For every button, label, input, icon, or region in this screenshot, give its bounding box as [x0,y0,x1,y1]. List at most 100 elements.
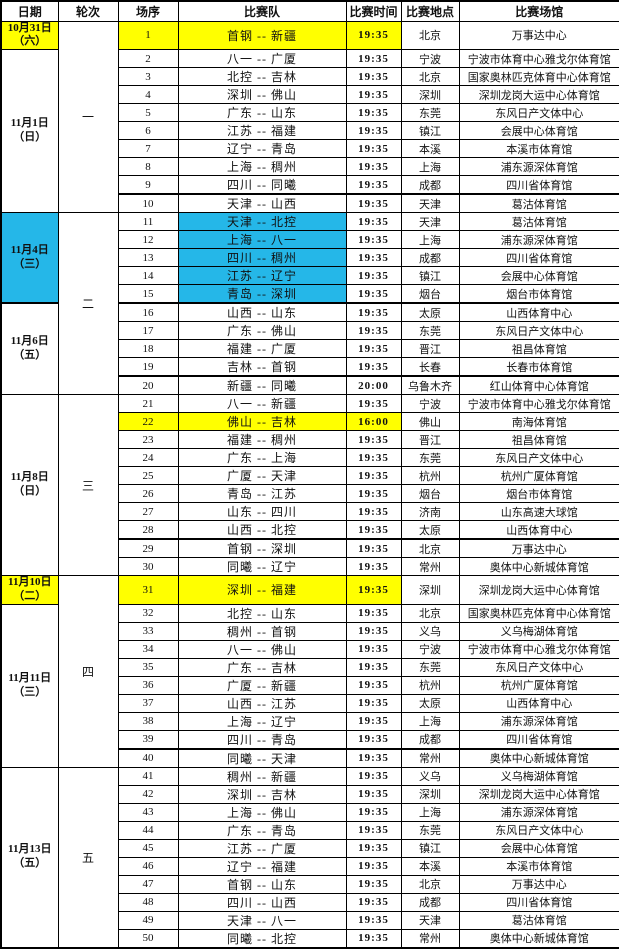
table-row: 13 四川 -- 稠州 19:35 成都 四川省体育馆 [1,248,619,267]
match-no-cell: 5 [117,103,179,122]
match-no-cell: 45 [117,838,179,858]
time-cell: 19:35 [345,248,402,267]
match-no-cell: 43 [117,802,179,822]
match-no-cell: 36 [117,675,179,695]
venue-cell: 国家奥林匹克体育中心体育馆 [458,603,619,623]
city-cell: 佛山 [400,412,460,431]
table-row: 14 江苏 -- 辽宁 19:35 镇江 会展中心体育馆 [1,266,619,285]
match-no-cell: 46 [117,856,179,876]
table-row: 11月10日 （二）四 31 深圳 -- 福建 19:35 深圳 深圳龙岗大运中心体育馆 [0,575,619,768]
teams-cell: 青岛 -- 深圳 [177,284,347,304]
table-row: 8 上海 -- 稠州 19:35 上海 浦东源深体育馆 [1,157,619,176]
venue-cell: 四川省体育馆 [458,175,619,195]
city-cell: 成都 [400,729,460,749]
table-row: 9 四川 -- 同曦 19:35 成都 四川省体育馆 [1,175,619,195]
match-no-cell: 6 [117,121,179,140]
date-cell: 11月13日 （五） [0,766,59,948]
city-cell: 北京 [400,603,460,623]
match-no-cell: 14 [117,266,179,285]
teams-cell: 上海 -- 八一 [177,230,347,249]
venue-cell: 万事达中心 [458,538,619,558]
city-cell: 宁波 [400,639,460,659]
city-cell: 杭州 [400,675,460,695]
city-cell: 成都 [400,175,460,195]
time-cell: 19:35 [345,856,402,876]
venue-cell: 奥体中心新城体育馆 [458,747,619,768]
venue-cell: 义乌梅湖体育馆 [458,621,619,641]
match-no-cell: 19 [117,357,179,377]
table-row: 26 青岛 -- 江苏 19:35 烟台 烟台市体育馆 [1,484,619,503]
city-cell: 镇江 [400,266,460,285]
table-row: 38 上海 -- 辽宁 19:35 上海 浦东源深体育馆 [1,711,619,731]
match-no-cell: 47 [117,874,179,894]
teams-cell: 北控 -- 山东 [177,603,347,623]
time-cell: 19:35 [345,603,402,623]
table-row: 42 深圳 -- 吉林 19:35 深圳 深圳龙岗大运中心体育馆 [1,784,619,804]
match-no-cell: 23 [117,430,179,449]
city-cell: 烟台 [400,484,460,503]
match-no-cell: 15 [117,284,179,304]
venue-cell: 浦东源深体育馆 [458,230,619,249]
time-cell: 19:35 [345,484,402,503]
round-cell: 四 [57,575,119,768]
time-cell: 19:35 [345,575,402,605]
match-no-cell: 50 [117,928,179,948]
match-no-cell: 40 [117,747,179,768]
venue-cell: 东风日产文体中心 [458,103,619,122]
teams-cell: 辽宁 -- 福建 [177,856,347,876]
time-cell: 19:35 [345,430,402,449]
table-row: 10月31日 （六）一 1 首钢 -- 新疆 19:35 北京 万事达中心 [0,20,619,213]
city-cell: 东莞 [400,448,460,467]
table-row: 39 四川 -- 青岛 19:35 成都 四川省体育馆 [1,729,619,749]
match-no-cell: 32 [117,603,179,623]
city-cell: 常州 [400,928,460,948]
venue-cell: 杭州广厦体育馆 [458,675,619,695]
match-no-cell: 38 [117,711,179,731]
teams-cell: 首钢 -- 新疆 [177,20,347,50]
teams-cell: 广厦 -- 新疆 [177,675,347,695]
date-cell: 10月31日 （六） [0,20,59,50]
col-header-date: 日期 [0,0,59,22]
venue-cell: 宁波市体育中心雅戈尔体育馆 [458,639,619,659]
time-cell: 19:35 [345,103,402,122]
time-cell: 19:35 [345,85,402,104]
city-cell: 北京 [400,67,460,86]
venue-cell: 长春市体育馆 [458,357,619,377]
date-cell: 11月8日 （日） [0,394,59,576]
time-cell: 19:35 [345,747,402,768]
teams-cell: 同曦 -- 北控 [177,928,347,948]
match-no-cell: 8 [117,157,179,176]
venue-cell: 深圳龙岗大运中心体育馆 [458,575,619,605]
teams-cell: 首钢 -- 山东 [177,874,347,894]
city-cell: 常州 [400,747,460,768]
time-cell: 19:35 [345,193,402,213]
time-cell: 19:35 [345,838,402,858]
teams-cell: 江苏 -- 广厦 [177,838,347,858]
teams-cell: 山西 -- 江苏 [177,693,347,713]
city-cell: 本溪 [400,856,460,876]
table-row: 11月4日 （三）二 11 天津 -- 北控 19:35 天津 葛沽体育馆 [0,212,619,395]
table-row: 15 青岛 -- 深圳 19:35 烟台 烟台市体育馆 [1,284,619,304]
teams-cell: 稠州 -- 新疆 [177,766,347,786]
time-cell: 19:35 [345,466,402,485]
venue-cell: 葛沽体育馆 [458,193,619,213]
time-cell: 19:35 [345,49,402,68]
venue-cell: 万事达中心 [458,20,619,50]
venue-cell: 东风日产文体中心 [458,448,619,467]
match-no-cell: 22 [117,412,179,431]
teams-cell: 北控 -- 吉林 [177,67,347,86]
table-row: 10 天津 -- 山西 19:35 天津 葛沽体育馆 [1,193,619,213]
city-cell: 杭州 [400,466,460,485]
time-cell: 19:35 [345,266,402,285]
venue-cell: 祖昌体育馆 [458,430,619,449]
time-cell: 19:35 [345,802,402,822]
teams-cell: 同曦 -- 辽宁 [177,557,347,576]
table-row: 11月6日 （五） 16 山西 -- 山东 19:35 太原 山西体育中心 [0,302,619,395]
city-cell: 义乌 [400,621,460,641]
match-no-cell: 24 [117,448,179,467]
time-cell: 19:35 [345,448,402,467]
city-cell: 北京 [400,538,460,558]
teams-cell: 八一 -- 新疆 [177,394,347,413]
time-cell: 19:35 [345,302,402,322]
